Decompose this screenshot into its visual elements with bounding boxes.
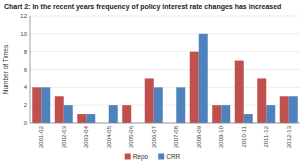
grid-line [30,69,300,70]
bar [145,78,154,123]
grid-line [30,51,300,52]
grid-line [30,33,300,34]
legend: Repo CRR [125,153,181,161]
y-tick-label: 10 [20,31,27,37]
bar [64,105,73,123]
bar [77,114,86,123]
chart: Chart 2: In the recent years frequency o… [0,0,305,165]
bar [154,87,163,123]
y-axis-label: Number of Times [2,44,9,94]
bar [221,105,230,123]
bar [280,96,289,123]
bar [235,61,244,123]
bar [266,105,275,123]
grid-line [30,123,300,124]
y-tick-label: 12 [20,13,27,19]
x-tick-label: 2003-04 [83,125,89,148]
bar [199,34,208,123]
legend-swatch [158,154,164,160]
x-tick-label: 2009-10 [218,125,224,148]
x-tick-label: 2012-13 [286,125,292,148]
bar [109,105,118,123]
legend-swatch [125,154,131,160]
legend-label: CRR [166,153,180,160]
bar [289,96,298,123]
bar [32,87,41,123]
bar [212,105,221,123]
x-tick-label: 2006-07 [151,125,157,148]
x-tick-label: 2004-05 [106,125,112,148]
bar [122,105,131,123]
x-tick-label: 2005-06 [128,125,134,148]
title: Chart 2: In the recent years frequency o… [4,3,281,11]
grid-line [30,16,300,17]
y-tick-label: 4 [24,84,28,90]
x-tick-label: 2001-02 [38,125,44,148]
y-tick-label: 8 [24,49,28,55]
x-tick-label: 2008-09 [196,125,202,148]
bar [86,114,95,123]
bar [244,114,253,123]
y-tick-label: 6 [24,67,28,73]
bars [32,34,298,123]
y-tick-label: 2 [24,102,28,108]
bar [257,78,266,123]
x-tick-label: 2010-11 [241,125,247,147]
bar [190,52,199,123]
x-tick-label: 2002-03 [61,125,67,148]
x-axis [30,123,300,124]
x-tick-label: 2011-12 [263,125,269,147]
x-tick-label: 2007-08 [173,125,179,148]
bar [176,87,185,123]
legend-label: Repo [133,153,149,161]
bar [55,96,64,123]
y-axis [30,16,31,123]
bar [41,87,50,123]
y-tick-label: 0 [24,120,28,126]
